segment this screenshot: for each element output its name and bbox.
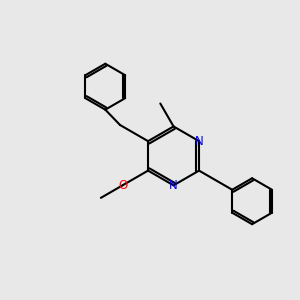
- Text: O: O: [118, 179, 127, 192]
- Text: N: N: [195, 135, 203, 148]
- Text: N: N: [169, 179, 178, 192]
